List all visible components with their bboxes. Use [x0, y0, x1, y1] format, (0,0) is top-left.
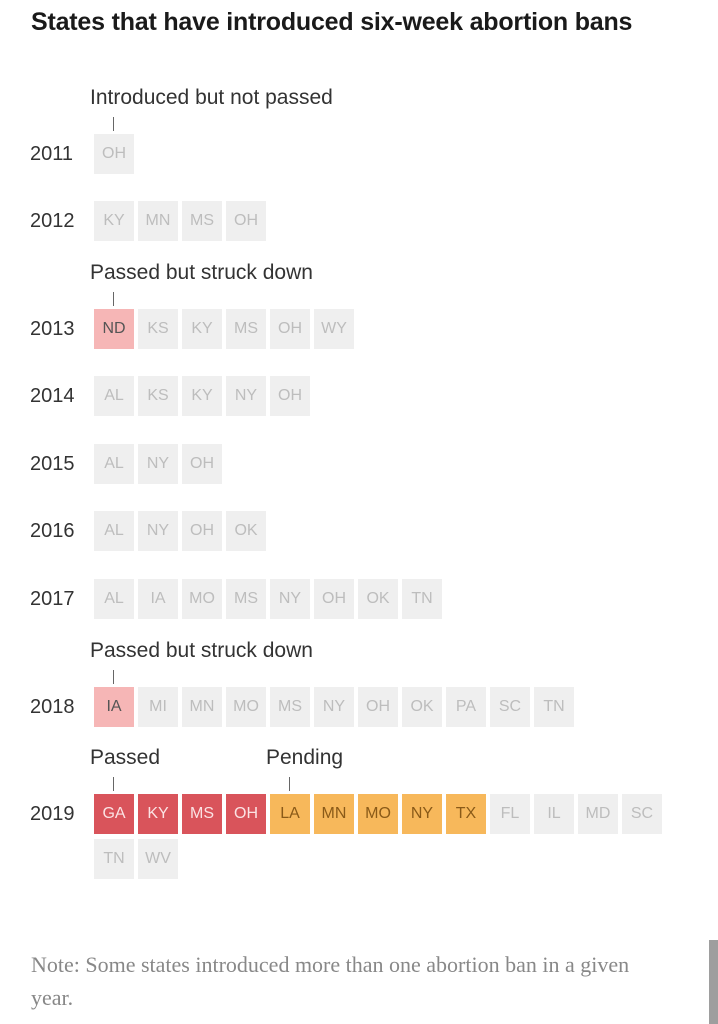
- year-label: 2018: [30, 696, 75, 718]
- state-tile-ms: MS: [226, 579, 266, 619]
- annotation-label: Introduced but not passed: [90, 86, 333, 109]
- year-label: 2012: [30, 210, 75, 232]
- state-tile-ks: KS: [138, 309, 178, 349]
- state-tile-la: LA: [270, 794, 310, 834]
- state-tile-wy: WY: [314, 309, 354, 349]
- annotation-label: Passed but struck down: [90, 261, 313, 284]
- year-label: 2013: [30, 318, 75, 340]
- state-tile-mn: MN: [138, 201, 178, 241]
- year-label: 2015: [30, 453, 75, 475]
- state-tile-mi: MI: [138, 687, 178, 727]
- state-tile-ga: GA: [94, 794, 134, 834]
- state-tile-oh: OH: [182, 444, 222, 484]
- state-tile-ms: MS: [226, 309, 266, 349]
- state-tile-ms: MS: [182, 201, 222, 241]
- state-tile-oh: OH: [182, 511, 222, 551]
- state-tile-ok: OK: [358, 579, 398, 619]
- state-tile-tx: TX: [446, 794, 486, 834]
- state-tile-tn: TN: [402, 579, 442, 619]
- state-tile-ky: KY: [182, 309, 222, 349]
- state-tile-sc: SC: [490, 687, 530, 727]
- year-label: 2011: [30, 143, 74, 165]
- state-tile-mn: MN: [182, 687, 222, 727]
- state-tile-pa: PA: [446, 687, 486, 727]
- state-tile-ok: OK: [402, 687, 442, 727]
- state-tile-ks: KS: [138, 376, 178, 416]
- state-tile-ms: MS: [270, 687, 310, 727]
- state-tile-ny: NY: [226, 376, 266, 416]
- year-label: 2014: [30, 385, 75, 407]
- state-tile-oh: OH: [358, 687, 398, 727]
- state-tile-ky: KY: [182, 376, 222, 416]
- state-tile-fl: FL: [490, 794, 530, 834]
- year-row-2019: 2019 GA KY MS OH LA MN MO NY TX FL IL MD SC TN WV: [0, 794, 718, 879]
- state-tile-tn: TN: [94, 839, 134, 879]
- state-tile-il: IL: [534, 794, 574, 834]
- state-tile-ky: KY: [94, 201, 134, 241]
- annotation-tick: [113, 777, 114, 791]
- state-tile-mo: MO: [358, 794, 398, 834]
- state-tile-tn: TN: [534, 687, 574, 727]
- annotation-label: Passed: [90, 746, 161, 769]
- year-row-2015: 2015 AL NY OH: [0, 444, 718, 484]
- year-label: 2019: [30, 803, 75, 825]
- year-label: 2017: [30, 588, 75, 610]
- year-row-2012: 2012 KY MN MS OH: [0, 201, 718, 241]
- state-tile-ms: MS: [182, 794, 222, 834]
- state-tile-mo: MO: [226, 687, 266, 727]
- state-tile-oh: OH: [270, 309, 310, 349]
- year-row-2014: 2014 AL KS KY NY OH: [0, 376, 718, 416]
- annotation-tick: [289, 777, 290, 791]
- state-tile-wv: WV: [138, 839, 178, 879]
- state-tile-oh: OH: [94, 134, 134, 174]
- year-row-2018: 2018 IA MI MN MO MS NY OH OK PA SC TN: [0, 687, 718, 727]
- annotation-label: Pending: [266, 746, 344, 769]
- state-tile-al: AL: [94, 579, 134, 619]
- state-tile-ny: NY: [402, 794, 442, 834]
- state-tile-al: AL: [94, 444, 134, 484]
- scrollbar-thumb[interactable]: [709, 940, 718, 1024]
- state-tile-al: AL: [94, 511, 134, 551]
- state-tile-oh: OH: [226, 201, 266, 241]
- state-tile-mo: MO: [182, 579, 222, 619]
- state-tile-oh: OH: [314, 579, 354, 619]
- annotation-label: Passed but struck down: [90, 639, 313, 662]
- year-row-2011: 2011 OH: [0, 134, 718, 174]
- state-tile-ia: IA: [94, 687, 134, 727]
- year-row-2013: 2013 ND KS KY MS OH WY: [0, 309, 718, 349]
- state-tile-ny: NY: [138, 511, 178, 551]
- state-tile-ok: OK: [226, 511, 266, 551]
- state-tile-oh: OH: [226, 794, 266, 834]
- state-tile-ky: KY: [138, 794, 178, 834]
- state-tile-ia: IA: [138, 579, 178, 619]
- year-row-2017: 2017 AL IA MO MS NY OH OK TN: [0, 579, 718, 619]
- state-tile-oh: OH: [270, 376, 310, 416]
- state-tile-al: AL: [94, 376, 134, 416]
- year-label: 2016: [30, 520, 75, 542]
- chart-title: States that have introduced six-week abo…: [31, 8, 633, 36]
- state-tile-mn: MN: [314, 794, 354, 834]
- state-tile-ny: NY: [314, 687, 354, 727]
- annotation-tick: [113, 292, 114, 306]
- annotation-tick: [113, 117, 114, 131]
- state-tile-ny: NY: [270, 579, 310, 619]
- state-tile-nd: ND: [94, 309, 134, 349]
- state-tile-sc: SC: [622, 794, 662, 834]
- state-tile-md: MD: [578, 794, 618, 834]
- footnote: Note: Some states introduced more than o…: [31, 952, 630, 1010]
- state-tile-ny: NY: [138, 444, 178, 484]
- year-row-2016: 2016 AL NY OH OK: [0, 511, 718, 551]
- annotation-tick: [113, 670, 114, 684]
